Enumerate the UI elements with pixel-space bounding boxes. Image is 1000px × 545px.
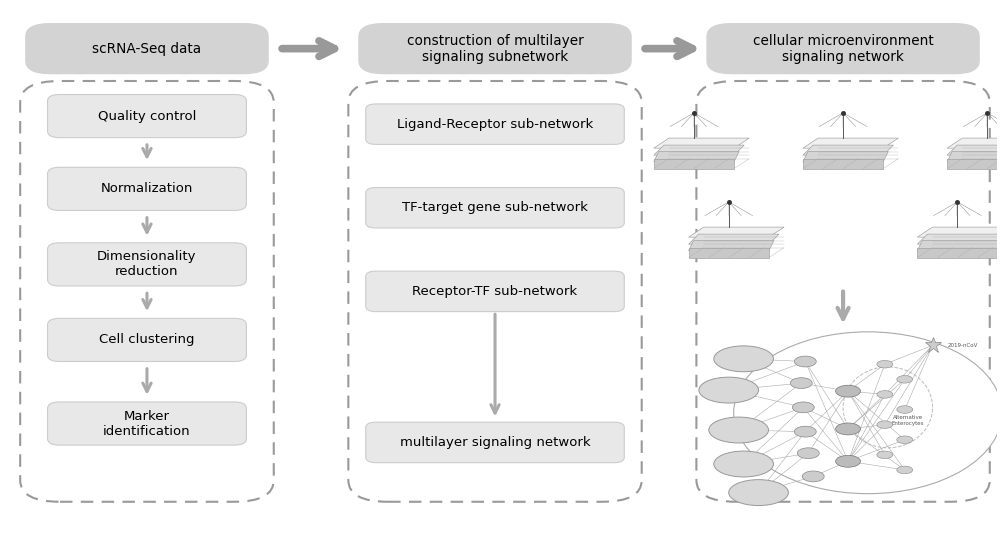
Ellipse shape [734,332,1000,494]
Text: cellular microenvironment
signaling network: cellular microenvironment signaling netw… [753,34,933,64]
Ellipse shape [794,356,816,367]
Text: scRNA-Seq data: scRNA-Seq data [92,41,202,56]
Text: Ligand-Receptor sub-network: Ligand-Receptor sub-network [397,118,593,131]
Polygon shape [689,240,774,251]
Text: Normalization: Normalization [101,183,193,196]
Ellipse shape [897,376,913,383]
Ellipse shape [877,451,893,458]
Polygon shape [917,240,1000,251]
Ellipse shape [897,436,913,444]
Text: MNPs: MNPs [751,490,766,495]
Ellipse shape [790,378,812,389]
Text: Cell clustering: Cell clustering [99,334,195,347]
Ellipse shape [897,466,913,474]
Ellipse shape [729,480,788,506]
FancyBboxPatch shape [48,243,246,286]
Text: TF-target gene sub-network: TF-target gene sub-network [402,201,588,214]
Text: Receptor-TF sub-network: Receptor-TF sub-network [412,285,578,298]
FancyBboxPatch shape [48,94,246,138]
FancyBboxPatch shape [366,187,624,228]
Text: Goblet
cells: Goblet cells [730,425,748,435]
FancyBboxPatch shape [366,271,624,312]
Ellipse shape [836,423,860,435]
Text: 2019-nCoV: 2019-nCoV [948,343,978,348]
FancyBboxPatch shape [358,23,632,74]
Text: ILCs: ILCs [738,462,749,467]
Polygon shape [803,145,893,155]
Ellipse shape [877,360,893,368]
Text: Quality control: Quality control [98,110,196,123]
Ellipse shape [877,391,893,398]
FancyBboxPatch shape [366,422,624,463]
Ellipse shape [794,426,816,437]
Polygon shape [803,152,888,162]
FancyBboxPatch shape [48,402,246,445]
Polygon shape [689,247,769,258]
FancyBboxPatch shape [48,167,246,210]
Ellipse shape [836,456,860,467]
Polygon shape [654,152,739,162]
Text: construction of multilayer
signaling subnetwork: construction of multilayer signaling sub… [407,34,583,64]
Polygon shape [654,138,749,148]
Polygon shape [917,234,1000,244]
Ellipse shape [836,385,860,397]
Ellipse shape [714,346,773,372]
Polygon shape [947,152,1000,162]
Polygon shape [917,247,998,258]
Ellipse shape [709,417,769,443]
FancyBboxPatch shape [48,318,246,361]
FancyBboxPatch shape [366,104,624,144]
Text: multilayer signaling network: multilayer signaling network [400,436,590,449]
Polygon shape [803,138,898,148]
Polygon shape [917,227,1000,237]
Text: Dimensionality
reduction: Dimensionality reduction [97,250,197,278]
FancyBboxPatch shape [706,23,980,74]
Polygon shape [803,159,883,168]
Polygon shape [689,227,784,237]
Ellipse shape [699,377,759,403]
Text: indifferentiated
cells: indifferentiated cells [707,385,750,396]
Polygon shape [947,159,1000,168]
Polygon shape [654,145,744,155]
Ellipse shape [877,421,893,428]
Text: Alternative
Enterocytes: Alternative Enterocytes [891,415,924,426]
Text: Marker
identification: Marker identification [103,409,191,438]
Ellipse shape [714,451,773,477]
Ellipse shape [797,448,819,458]
Polygon shape [689,234,779,244]
Ellipse shape [802,471,824,482]
Text: pDCs: pDCs [736,356,751,361]
Polygon shape [947,145,1000,155]
Polygon shape [654,159,734,168]
Polygon shape [947,138,1000,148]
FancyBboxPatch shape [25,23,269,74]
Ellipse shape [792,402,814,413]
Ellipse shape [897,405,913,413]
